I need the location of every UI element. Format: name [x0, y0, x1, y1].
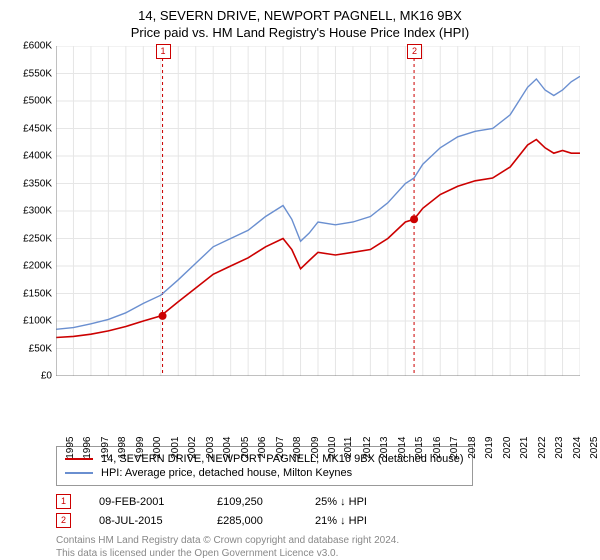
x-tick-label: 2008 [292, 437, 303, 459]
x-tick-label: 2021 [519, 437, 530, 459]
x-tick-label: 2007 [274, 437, 285, 459]
y-tick-label: £50K [29, 343, 52, 354]
x-tick-label: 2010 [327, 437, 338, 459]
sale-date: 09-FEB-2001 [99, 496, 189, 508]
x-axis-labels: 1995199619971998199920002001200220032004… [56, 408, 580, 442]
x-tick-label: 2022 [536, 437, 547, 459]
y-tick-label: £100K [23, 316, 52, 327]
y-tick-label: £0 [41, 371, 52, 382]
y-tick-label: £350K [23, 178, 52, 189]
sale-marker-2: 2 [56, 513, 71, 528]
title-block: 14, SEVERN DRIVE, NEWPORT PAGNELL, MK16 … [16, 8, 584, 40]
x-tick-label: 1997 [100, 437, 111, 459]
x-tick-label: 2016 [432, 437, 443, 459]
x-tick-label: 2017 [449, 437, 460, 459]
sale-marker-flag: 2 [407, 44, 422, 59]
legend-swatch-hpi [65, 472, 93, 474]
chart-svg [56, 46, 580, 376]
y-tick-label: £500K [23, 96, 52, 107]
y-tick-label: £150K [23, 288, 52, 299]
y-tick-label: £550K [23, 68, 52, 79]
sale-price: £285,000 [217, 515, 287, 527]
sale-date: 08-JUL-2015 [99, 515, 189, 527]
y-tick-label: £200K [23, 261, 52, 272]
y-tick-label: £450K [23, 123, 52, 134]
x-tick-label: 2018 [466, 437, 477, 459]
x-tick-label: 2001 [170, 437, 181, 459]
x-tick-label: 2006 [257, 437, 268, 459]
x-tick-label: 2020 [501, 437, 512, 459]
x-tick-label: 2005 [239, 437, 250, 459]
sales-row: 1 09-FEB-2001 £109,250 25% ↓ HPI [56, 494, 584, 509]
sale-marker-flag: 1 [156, 44, 171, 59]
legend-label-hpi: HPI: Average price, detached house, Milt… [101, 467, 352, 479]
x-tick-label: 2011 [343, 437, 354, 459]
x-tick-label: 2019 [484, 437, 495, 459]
x-tick-label: 2014 [397, 437, 408, 459]
sales-table: 1 09-FEB-2001 £109,250 25% ↓ HPI 2 08-JU… [56, 494, 584, 528]
x-tick-label: 2009 [309, 437, 320, 459]
footer-line-1: Contains HM Land Registry data © Crown c… [56, 534, 584, 547]
y-tick-label: £400K [23, 151, 52, 162]
sales-row: 2 08-JUL-2015 £285,000 21% ↓ HPI [56, 513, 584, 528]
footer: Contains HM Land Registry data © Crown c… [56, 534, 584, 560]
sale-pct: 21% ↓ HPI [315, 515, 415, 527]
x-tick-label: 1999 [135, 437, 146, 459]
title-main: 14, SEVERN DRIVE, NEWPORT PAGNELL, MK16 … [16, 8, 584, 23]
sale-pct: 25% ↓ HPI [315, 496, 415, 508]
x-tick-label: 2023 [554, 437, 565, 459]
y-tick-label: £250K [23, 233, 52, 244]
legend-row-hpi: HPI: Average price, detached house, Milt… [65, 467, 464, 479]
x-tick-label: 2025 [589, 437, 600, 459]
x-tick-label: 2013 [379, 437, 390, 459]
x-tick-label: 1995 [65, 437, 76, 459]
x-tick-label: 2004 [222, 437, 233, 459]
y-tick-label: £300K [23, 206, 52, 217]
x-tick-label: 2002 [187, 437, 198, 459]
x-tick-label: 2000 [152, 437, 163, 459]
x-tick-label: 2015 [414, 437, 425, 459]
sale-marker-1: 1 [56, 494, 71, 509]
sale-price: £109,250 [217, 496, 287, 508]
y-axis-labels: £0 £50K £100K £150K £200K £250K £300K £350K £400… [14, 46, 54, 406]
x-tick-label: 2024 [571, 437, 582, 459]
title-sub: Price paid vs. HM Land Registry's House … [16, 25, 584, 40]
x-tick-label: 1996 [82, 437, 93, 459]
x-tick-label: 2012 [362, 437, 373, 459]
x-tick-label: 2003 [204, 437, 215, 459]
y-tick-label: £600K [23, 41, 52, 52]
footer-line-2: This data is licensed under the Open Gov… [56, 547, 584, 560]
chart-container: 14, SEVERN DRIVE, NEWPORT PAGNELL, MK16 … [0, 0, 600, 560]
x-tick-label: 1998 [117, 437, 128, 459]
chart-area: £0£50K£100K£150K£200K£250K£300K£350K£400… [56, 46, 580, 406]
